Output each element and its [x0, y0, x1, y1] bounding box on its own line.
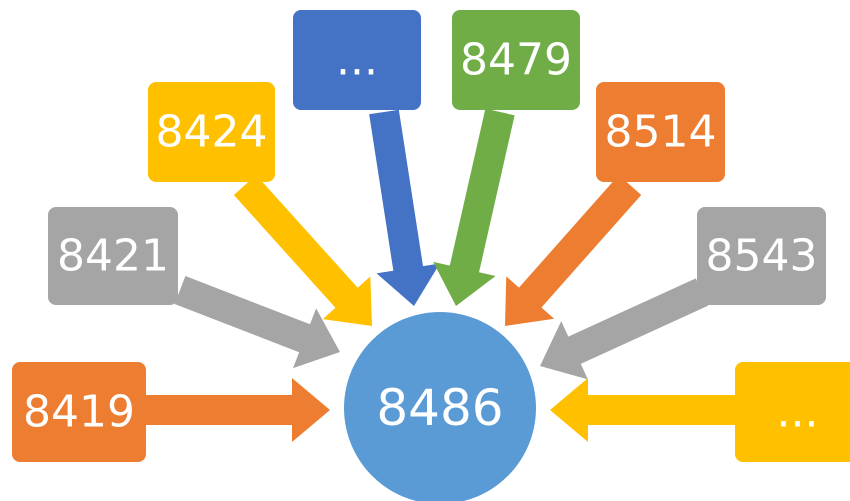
arrow — [433, 108, 515, 306]
node-label: ... — [336, 35, 378, 86]
center-label: 8486 — [376, 379, 503, 437]
node-box — [697, 207, 826, 305]
node-box — [48, 207, 178, 305]
node-label: 8543 — [706, 231, 818, 282]
arrow — [233, 174, 372, 326]
node-label: 8479 — [460, 35, 572, 86]
node-label: 8514 — [605, 107, 717, 158]
arrow — [505, 175, 642, 326]
node-box — [148, 82, 275, 182]
node-box — [12, 362, 146, 462]
arrow — [540, 278, 709, 380]
arrow — [550, 378, 735, 442]
arrows — [146, 108, 735, 442]
node-label: ... — [777, 387, 819, 438]
node-box — [452, 10, 580, 110]
node-box — [293, 10, 421, 110]
node-label: 8424 — [156, 107, 268, 158]
node-label: 8421 — [57, 231, 169, 282]
arrow — [146, 378, 330, 442]
node-box — [735, 362, 850, 462]
nodes: 8419 8421 8424... 8479 8514 8543... — [12, 10, 850, 462]
arrow — [369, 109, 440, 306]
node-label: 8419 — [23, 387, 135, 438]
node-box — [596, 82, 725, 182]
center-node — [344, 312, 536, 501]
arrow — [174, 276, 340, 369]
